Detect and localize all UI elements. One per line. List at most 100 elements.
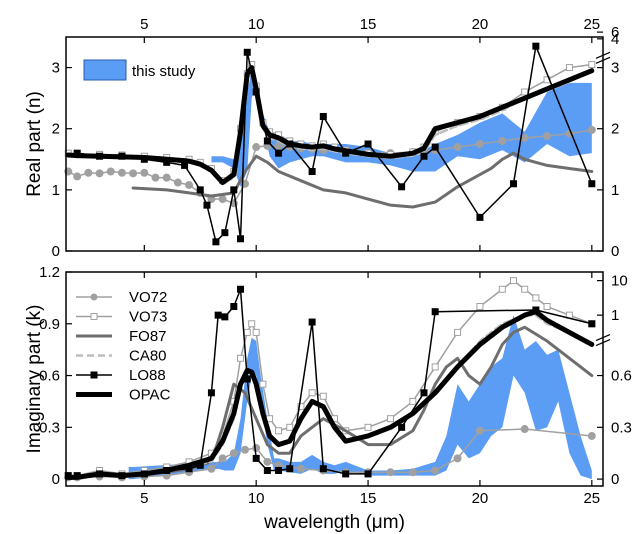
legend: this study [83,59,196,81]
point-lo88 [230,186,238,194]
point-vo73 [510,277,517,285]
point-vo73 [476,303,484,311]
axis-break [595,51,611,59]
point-vo73 [364,423,372,431]
point-vo72 [207,464,216,473]
point-lo88 [342,470,350,478]
point-vo72 [252,444,261,453]
point-vo72 [73,172,82,181]
point-lo88 [364,470,372,478]
top-x-tick-label: 20 [472,16,489,33]
legend-label: OPAC [129,387,171,404]
point-lo88 [243,48,251,56]
point-vo72 [431,466,440,475]
y-axis-label: Real part (n) [24,91,45,197]
point-vo72 [229,449,238,458]
legend-marker [90,293,98,301]
point-lo88 [207,389,215,397]
y-tick-label: 0.9 [39,316,60,333]
top-x-tick-label: 15 [360,16,377,33]
top-x-tick-label: 25 [583,16,600,33]
y-tick-label: 2 [52,121,60,138]
right-y-tick-label: 10 [611,273,628,290]
point-vo73 [521,285,529,293]
point-lo88 [230,303,238,311]
point-vo73 [409,397,417,405]
point-lo88 [420,389,428,397]
right-y-tick-label: 0.6 [611,368,632,385]
series-opac [65,65,595,186]
x-axis-label: wavelength (μm) [263,512,405,533]
point-lo88 [420,152,428,160]
legend-label: VO72 [129,289,167,306]
point-vo72 [520,133,529,142]
point-lo88 [398,423,406,431]
point-vo72 [475,140,484,148]
legend: VO72 VO73 FO87 CA80 LO88 OPAC [76,289,171,404]
point-lo88 [196,186,204,194]
point-vo73 [259,380,267,388]
y-axis-label: Imaginary part (k) [24,305,45,454]
plot-frame [65,36,604,252]
point-vo72 [252,143,261,152]
y-tick-label: 3 [52,60,60,77]
legend-label: CA80 [129,348,167,365]
point-vo72 [173,178,182,187]
point-lo88 [476,213,484,221]
axis-break [595,339,611,347]
point-vo73 [565,64,573,72]
point-vo72 [162,173,171,182]
series-opac [65,309,595,480]
point-lo88 [398,183,406,191]
point-vo72 [218,454,227,463]
legend-swatch-this-study [83,59,127,81]
point-vo73 [275,427,283,435]
point-lo88 [431,143,439,151]
point-vo72 [587,431,596,440]
right-y-tick-label: 4 [611,31,619,48]
point-vo72 [106,167,115,176]
point-lo88 [588,180,596,188]
x-tick-label: 5 [140,490,148,507]
point-vo73 [286,423,294,431]
point-vo72 [151,173,160,182]
point-lo88 [237,285,245,293]
point-vo72 [386,468,395,477]
right-y-tick-label: 0 [611,243,619,260]
point-lo88 [588,320,596,328]
top-x-tick-label: 5 [140,16,148,33]
point-vo72 [498,136,507,145]
point-vo72 [117,168,126,177]
point-vo72 [520,425,529,434]
point-lo88 [286,465,294,473]
point-vo73 [386,415,394,423]
right-y-tick-label: 6 [611,24,619,41]
legend-marker [90,371,98,379]
point-vo73 [237,354,245,362]
x-tick-label: 10 [248,490,265,507]
x-tick-label: 20 [472,490,489,507]
point-lo88 [275,149,283,157]
point-lo88 [319,112,327,120]
series-fo87 [131,151,594,209]
point-lo88 [319,465,327,473]
point-vo72 [129,169,138,178]
point-vo72 [218,195,227,204]
point-vo72 [263,457,272,466]
point-vo73 [532,294,540,302]
line-opac [65,309,595,480]
point-lo88 [431,308,439,316]
point-vo72 [84,168,93,177]
panel-top: 5 10 15 20 25 0 1 2 3 0 1 2 3 46 Real part (n) this stu… [24,16,619,260]
legend-label: LO88 [129,367,166,384]
panel-bottom: 5 10 15 20 25 0 0.3 0.6 0.9 1.2 0 0.3 0.6 1 10 Imaginar… [24,264,632,533]
point-vo72 [475,426,484,435]
band-this-study [128,315,592,480]
point-vo72 [140,168,149,177]
legend-marker [90,313,98,320]
point-vo73 [431,363,439,371]
x-tick-label: 25 [583,490,600,507]
top-x-tick-label: 10 [248,16,265,33]
right-y-tick-label: 3 [611,60,619,77]
